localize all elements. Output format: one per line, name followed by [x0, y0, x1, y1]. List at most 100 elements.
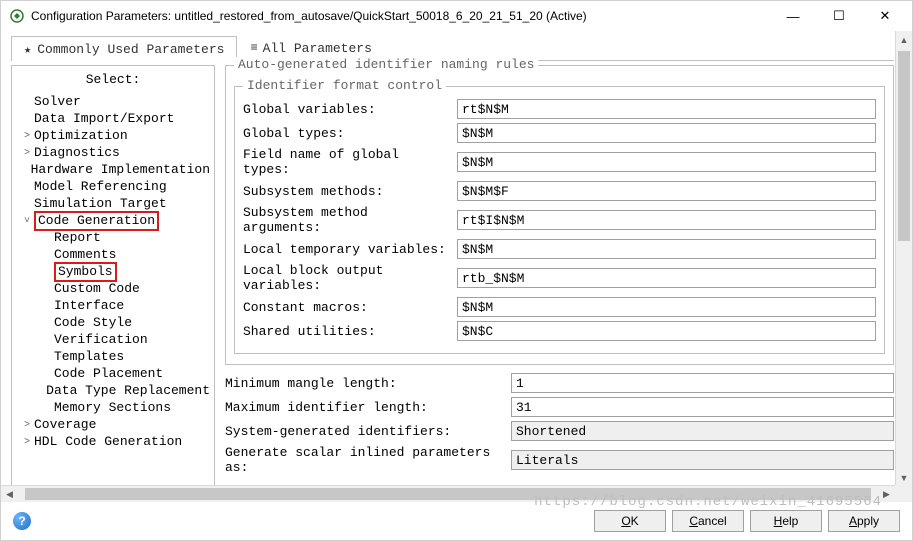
tree-item-label: Symbols — [54, 262, 117, 282]
tree-item[interactable]: >HDL Code Generation — [12, 433, 214, 450]
field-input[interactable] — [457, 268, 876, 288]
field-input[interactable] — [457, 210, 876, 230]
tree-item[interactable]: Simulation Target — [12, 195, 214, 212]
tree-item[interactable]: ˅Code Generation — [12, 212, 214, 229]
expand-icon[interactable]: > — [20, 434, 34, 450]
field-label: Subsystem method arguments: — [243, 205, 451, 235]
tree-item-label: Model Referencing — [34, 179, 171, 195]
field-readonly[interactable]: Literals — [511, 450, 894, 470]
minimize-button[interactable]: — — [770, 1, 816, 31]
scrollbar-corner — [895, 485, 912, 502]
collapse-icon[interactable]: ˅ — [20, 213, 34, 229]
tree-item[interactable]: Code Style — [12, 314, 214, 331]
scroll-right-arrow[interactable]: ▶ — [878, 486, 895, 502]
tree-item-label: Report — [54, 230, 105, 246]
scroll-up-arrow[interactable]: ▲ — [896, 31, 912, 48]
tree-item[interactable]: Model Referencing — [12, 178, 214, 195]
star-icon: ★ — [24, 42, 31, 57]
tree-item[interactable]: Interface — [12, 297, 214, 314]
tree-item[interactable]: Data Import/Export — [12, 110, 214, 127]
tree-item[interactable]: Symbols — [12, 263, 214, 280]
field-label: Global types: — [243, 126, 451, 141]
cancel-button[interactable]: Cancel — [672, 510, 744, 532]
field-input[interactable] — [457, 152, 876, 172]
tree-item[interactable]: >Coverage — [12, 416, 214, 433]
scroll-thumb[interactable] — [898, 51, 910, 241]
tree-item[interactable]: Templates — [12, 348, 214, 365]
field-label: Local block output variables: — [243, 263, 451, 293]
maximize-button[interactable]: ☐ — [816, 1, 862, 31]
field-input[interactable] — [457, 297, 876, 317]
form-row: Constant macros: — [243, 297, 876, 317]
tree-item-label: Solver — [34, 94, 85, 110]
field-label: Generate scalar inlined parameters as: — [225, 445, 505, 475]
close-button[interactable]: ✕ — [862, 1, 908, 31]
scroll-down-arrow[interactable]: ▼ — [896, 469, 912, 486]
field-label: Constant macros: — [243, 300, 451, 315]
field-label: System-generated identifiers: — [225, 424, 505, 439]
field-input[interactable] — [457, 99, 876, 119]
field-input[interactable] — [457, 123, 876, 143]
help-button[interactable]: Help — [750, 510, 822, 532]
group-title: Identifier format control — [243, 78, 446, 93]
form-row: Shared utilities: — [243, 321, 876, 341]
tree-item-label: Custom Code — [54, 281, 144, 297]
tree-item-label: Simulation Target — [34, 196, 171, 212]
tab-commonly-used[interactable]: ★ Commonly Used Parameters — [11, 36, 237, 61]
help-icon[interactable]: ? — [13, 512, 31, 530]
btn-label: K — [631, 514, 639, 528]
dialog-footer: ? OK Cancel Help Apply — [1, 502, 912, 540]
expand-icon[interactable]: > — [20, 128, 34, 144]
group-naming-rules: Auto-generated identifier naming rules I… — [225, 65, 894, 365]
tree-item[interactable]: Comments — [12, 246, 214, 263]
category-tree: Select: SolverData Import/Export>Optimiz… — [11, 65, 215, 486]
tree-item[interactable]: >Optimization — [12, 127, 214, 144]
scroll-thumb[interactable] — [25, 488, 871, 500]
tree-item[interactable]: Verification — [12, 331, 214, 348]
tree-item[interactable]: >Diagnostics — [12, 144, 214, 161]
tree-item-label: Verification — [54, 332, 152, 348]
form-row: Local temporary variables: — [243, 239, 876, 259]
tree-item[interactable]: Memory Sections — [12, 399, 214, 416]
group-title: Auto-generated identifier naming rules — [234, 57, 538, 72]
field-label: Shared utilities: — [243, 324, 451, 339]
window-controls: — ☐ ✕ — [770, 1, 908, 31]
horizontal-scrollbar[interactable]: ◀ ▶ — [1, 485, 895, 502]
tree-item[interactable]: Hardware Implementation — [12, 161, 214, 178]
titlebar: Configuration Parameters: untitled_resto… — [1, 1, 912, 31]
form-row: Global variables: — [243, 99, 876, 119]
tree-item[interactable]: Data Type Replacement — [12, 382, 214, 399]
tree-item-label: Interface — [54, 298, 128, 314]
field-label: Maximum identifier length: — [225, 400, 505, 415]
ok-button[interactable]: OK — [594, 510, 666, 532]
app-icon — [9, 8, 25, 24]
field-label: Local temporary variables: — [243, 242, 451, 257]
tree-item-label: Code Placement — [54, 366, 167, 382]
field-label: Global variables: — [243, 102, 451, 117]
field-input[interactable] — [511, 373, 894, 393]
field-input[interactable] — [457, 321, 876, 341]
group-identifier-format: Identifier format control Global variabl… — [234, 86, 885, 354]
expand-icon[interactable]: > — [20, 417, 34, 433]
apply-button[interactable]: Apply — [828, 510, 900, 532]
tree-item-label: HDL Code Generation — [34, 434, 186, 450]
tree-item-label: Coverage — [34, 417, 100, 433]
tree-item[interactable]: Code Placement — [12, 365, 214, 382]
expand-icon[interactable]: > — [20, 145, 34, 161]
field-readonly[interactable]: Shortened — [511, 421, 894, 441]
vertical-scrollbar[interactable]: ▲ ▼ — [895, 31, 912, 486]
field-input[interactable] — [457, 239, 876, 259]
form-row: Generate scalar inlined parameters as: Li… — [225, 445, 894, 475]
tree-item[interactable]: Report — [12, 229, 214, 246]
tab-label: All Parameters — [263, 41, 372, 56]
field-label: Minimum mangle length: — [225, 376, 505, 391]
field-label: Field name of global types: — [243, 147, 451, 177]
window-title: Configuration Parameters: untitled_resto… — [31, 9, 770, 23]
field-input[interactable] — [457, 181, 876, 201]
field-input[interactable] — [511, 397, 894, 417]
form-row: Subsystem method arguments: — [243, 205, 876, 235]
scroll-left-arrow[interactable]: ◀ — [1, 486, 18, 502]
tree-item-label: Code Generation — [34, 211, 159, 231]
tree-item[interactable]: Solver — [12, 93, 214, 110]
tree-item[interactable]: Custom Code — [12, 280, 214, 297]
